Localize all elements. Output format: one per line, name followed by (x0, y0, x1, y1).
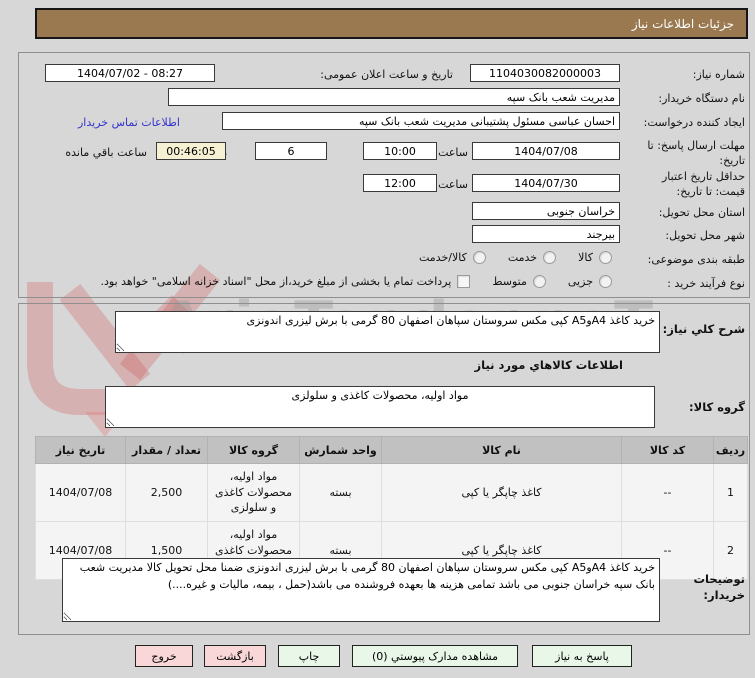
treasury-docs-label: پرداخت تمام یا بخشی از مبلغ خرید،از محل … (100, 275, 452, 288)
reply-deadline-time-label: ساعت (438, 146, 468, 159)
buyer-org-input[interactable] (168, 88, 620, 106)
page-title: جزئیات اطلاعات نیاز (35, 8, 748, 39)
remaining-time-input[interactable] (156, 142, 226, 160)
remaining-time-label: ساعت باقي مانده (65, 146, 147, 159)
reply-deadline-label: مهلت ارسال پاسخ: تا تاریخ: (647, 139, 745, 167)
col-need-date: تاریخ نیاز (35, 436, 126, 464)
subject-class-option: کالا (578, 251, 612, 264)
buyer-notes-textarea[interactable] (62, 558, 660, 622)
buyer-org-label: نام دستگاه خریدار: (658, 92, 745, 105)
announce-datetime-label: تاریخ و ساعت اعلان عمومی: (320, 68, 453, 81)
need-info-panel (18, 52, 750, 298)
need-number-label: شماره نیاز: (692, 68, 745, 81)
radio-khadamat-label: خدمت (507, 251, 538, 264)
buyer-contact-link[interactable]: اطلاعات تماس خریدار (78, 116, 180, 129)
cell-item-code: -- (621, 521, 714, 580)
view-attachments-button[interactable]: مشاهده مدارک پیوستي (0) (352, 645, 518, 667)
cell-need-date: 1404/07/08 (35, 463, 126, 522)
col-item-code: کد کالا (621, 436, 714, 464)
cell-unit: بسته (299, 463, 382, 522)
treasury-docs-checkbox[interactable] (457, 275, 471, 288)
back-button[interactable]: بازگشت (204, 645, 266, 667)
cell-row-index: 2 (713, 521, 748, 580)
radio-kala-khadamat[interactable] (472, 251, 486, 264)
reply-deadline-date-input[interactable] (472, 142, 620, 160)
goods-group-textarea[interactable] (105, 386, 655, 428)
city-label: شهر محل تحویل: (665, 229, 745, 242)
reply-to-need-button[interactable]: پاسخ به نیاز (532, 645, 632, 667)
radio-khadamat[interactable] (543, 251, 557, 264)
cell-item-name: کاغذ چاپگر یا کپی (381, 463, 622, 522)
cell-quantity: 2,500 (125, 463, 208, 522)
purchase-process-label: نوع فرآیند خرید : (667, 277, 745, 290)
need-number-input[interactable] (470, 64, 620, 82)
price-validity-time-input[interactable] (363, 174, 437, 192)
cell-item-code: -- (621, 463, 714, 522)
buyer-notes-label: توضیحات خریدار: (693, 572, 746, 602)
table-row: 1 -- کاغذ چاپگر یا کپی بسته مواد اولیه، … (35, 463, 748, 522)
radio-jozii[interactable] (599, 275, 612, 288)
purchase-process-option: متوسط (492, 275, 546, 288)
province-label: استان محل تحویل: (658, 206, 745, 219)
page-title-text: جزئیات اطلاعات نیاز (631, 16, 734, 31)
reply-deadline-time-input[interactable] (363, 142, 437, 160)
remaining-days-input[interactable] (255, 142, 327, 160)
col-unit: واحد شمارش (299, 436, 382, 464)
radio-jozii-label: جزیی (567, 275, 593, 288)
subject-class-option: خدمت (507, 251, 557, 264)
subject-class-option: کالا/خدمت (419, 251, 486, 264)
col-quantity: تعداد / مقدار (125, 436, 208, 464)
need-description-label: شرح کلي نیاز: (662, 322, 745, 336)
request-creator-input[interactable] (222, 112, 620, 130)
exit-button[interactable]: خروج (135, 645, 193, 667)
radio-kala[interactable] (599, 251, 612, 264)
goods-group-label: گروه کالا: (689, 400, 745, 414)
items-panel (18, 303, 750, 635)
radio-kala-label: کالا (578, 251, 593, 264)
col-item-name: نام کالا (381, 436, 622, 464)
radio-motevaset[interactable] (532, 275, 546, 288)
col-row-index: ردیف (713, 436, 748, 464)
purchase-process-options: جزیی متوسط پرداخت تمام یا بخشی از مبلغ خ… (101, 275, 612, 288)
subject-class-label: طبقه بندی موضوعی: (647, 253, 745, 266)
price-validity-date-input[interactable] (472, 174, 620, 192)
print-button[interactable]: چاپ (278, 645, 340, 667)
purchase-process-option: جزیی (568, 275, 612, 288)
province-input[interactable] (472, 202, 620, 220)
price-validity-time-label: ساعت (438, 178, 468, 191)
radio-motevaset-label: متوسط (492, 275, 527, 288)
city-input[interactable] (472, 225, 620, 243)
radio-kala-khadamat-label: کالا/خدمت (419, 251, 467, 264)
price-validity-label: حداقل تاریخ اعتبار قیمت: تا تاریخ: (661, 170, 745, 198)
cell-row-index: 1 (713, 463, 748, 522)
need-description-textarea[interactable] (115, 311, 660, 353)
items-section-heading: اطلاعات کالاهاي مورد نیاز (474, 358, 623, 372)
items-table-header-row: ردیف کد کالا نام کالا واحد شمارش گروه کا… (35, 436, 748, 464)
cell-group: مواد اولیه، محصولات کاغذی و سلولزی (207, 463, 300, 522)
col-group: گروه کالا (207, 436, 300, 464)
request-creator-label: ایجاد کننده درخواست: (643, 116, 745, 129)
subject-class-options: کالا خدمت کالا/خدمت (419, 251, 612, 264)
announce-datetime-input[interactable] (45, 64, 215, 82)
treasury-docs-option: پرداخت تمام یا بخشی از مبلغ خرید،از محل … (101, 275, 471, 288)
